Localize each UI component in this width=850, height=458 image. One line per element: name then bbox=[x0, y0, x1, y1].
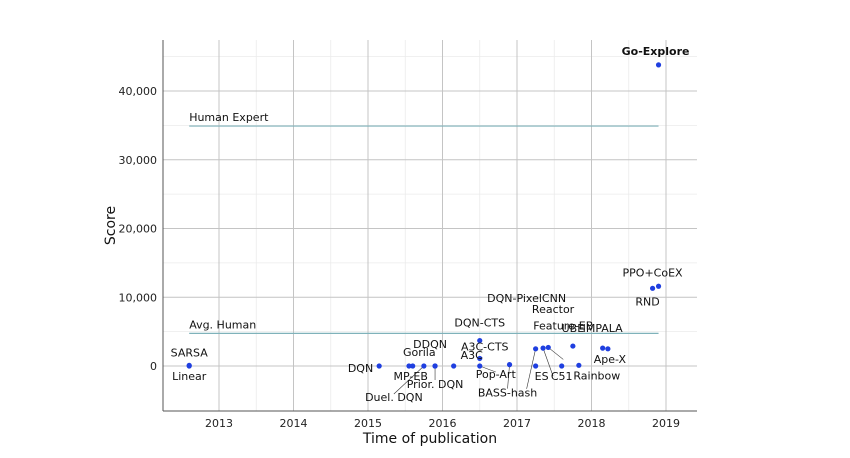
x-tick-label: 2016 bbox=[429, 417, 457, 430]
data-point bbox=[376, 363, 382, 369]
label-leader-line bbox=[479, 365, 496, 373]
data-point bbox=[421, 363, 427, 369]
point-label: DQN-PixelCNN bbox=[487, 292, 566, 305]
point-label: Prior. DQN bbox=[407, 378, 464, 391]
data-point bbox=[506, 362, 513, 368]
label-leader-line bbox=[526, 348, 536, 389]
point-label: PPO+CoEX bbox=[623, 266, 684, 279]
data-point bbox=[545, 344, 551, 351]
point-label: Rainbow bbox=[573, 369, 620, 382]
data-point bbox=[655, 283, 662, 289]
x-tick-label: 2014 bbox=[280, 417, 308, 430]
point-label: DQN-CTS bbox=[454, 317, 505, 330]
reference-line-label: Avg. Human bbox=[189, 318, 256, 331]
label-leader-line bbox=[393, 365, 425, 395]
data-point bbox=[410, 363, 416, 369]
point-label: IMPALA bbox=[583, 322, 624, 335]
point-labels: SARSA Linear DQN Gorila MP-EB Duel. DQN DDQN Pr… bbox=[171, 45, 690, 404]
reference-line-label: Human Expert bbox=[189, 111, 269, 124]
data-point bbox=[559, 363, 565, 369]
x-tick-label: 2017 bbox=[503, 417, 531, 430]
point-label: Duel. DQN bbox=[365, 391, 423, 404]
point-label: C51 bbox=[551, 370, 573, 383]
data-point bbox=[186, 363, 192, 369]
data-point bbox=[432, 363, 438, 369]
data-point bbox=[406, 363, 412, 369]
y-tick-label: 20,000 bbox=[119, 223, 158, 236]
data-points bbox=[186, 62, 662, 369]
x-tick-label: 2015 bbox=[354, 417, 382, 430]
data-point bbox=[600, 345, 606, 351]
data-point bbox=[540, 345, 546, 351]
data-point bbox=[533, 363, 539, 369]
point-label: RND bbox=[635, 295, 659, 308]
data-point bbox=[576, 362, 582, 368]
point-label: Feature-EB bbox=[533, 319, 593, 332]
label-leader-line bbox=[548, 347, 564, 360]
y-axis-title: Score bbox=[103, 206, 119, 245]
point-label: DQN bbox=[348, 362, 373, 375]
point-label: Linear bbox=[172, 370, 207, 383]
x-tick-label: 2013 bbox=[205, 417, 233, 430]
label-leader-line bbox=[542, 348, 554, 377]
reference-lines: Human Expert Avg. Human bbox=[189, 111, 659, 334]
data-point bbox=[649, 285, 656, 291]
y-tick-label: 0 bbox=[150, 360, 157, 373]
point-label: ES bbox=[535, 370, 549, 383]
data-point bbox=[477, 363, 483, 369]
point-label: Go-Explore bbox=[622, 45, 690, 58]
grid bbox=[163, 40, 697, 411]
label-leader-line bbox=[507, 364, 510, 389]
y-tick-label: 30,000 bbox=[119, 154, 158, 167]
point-label: Reactor bbox=[532, 303, 575, 316]
point-label: MP-EB bbox=[394, 370, 428, 383]
data-point bbox=[570, 343, 576, 349]
point-label: Ape-X bbox=[594, 353, 627, 366]
y-tick-label: 40,000 bbox=[119, 85, 158, 98]
data-point bbox=[477, 355, 483, 362]
point-label: BASS-hash bbox=[478, 387, 537, 400]
data-point bbox=[533, 346, 539, 352]
x-axis-title: Time of publication bbox=[362, 431, 497, 447]
point-label: Pop-Art bbox=[476, 368, 517, 381]
point-label: Gorila bbox=[403, 346, 436, 359]
data-point bbox=[655, 62, 662, 68]
data-point bbox=[451, 363, 457, 369]
point-label: DDQN bbox=[413, 338, 447, 351]
data-point bbox=[605, 346, 611, 352]
x-tick-label: 2018 bbox=[578, 417, 606, 430]
x-tick-label: 2019 bbox=[652, 417, 680, 430]
point-label: A3C bbox=[461, 349, 484, 362]
point-label: UBE bbox=[562, 322, 585, 335]
y-tick-label: 10,000 bbox=[119, 291, 158, 304]
axes-frame bbox=[162, 40, 697, 412]
data-point bbox=[477, 337, 483, 344]
tick-labels: 2013 2014 2015 2016 2017 2018 2019 0 10,000 20,00… bbox=[119, 85, 681, 430]
point-label: SARSA bbox=[171, 346, 209, 359]
point-label: A3C-CTS bbox=[461, 340, 509, 353]
